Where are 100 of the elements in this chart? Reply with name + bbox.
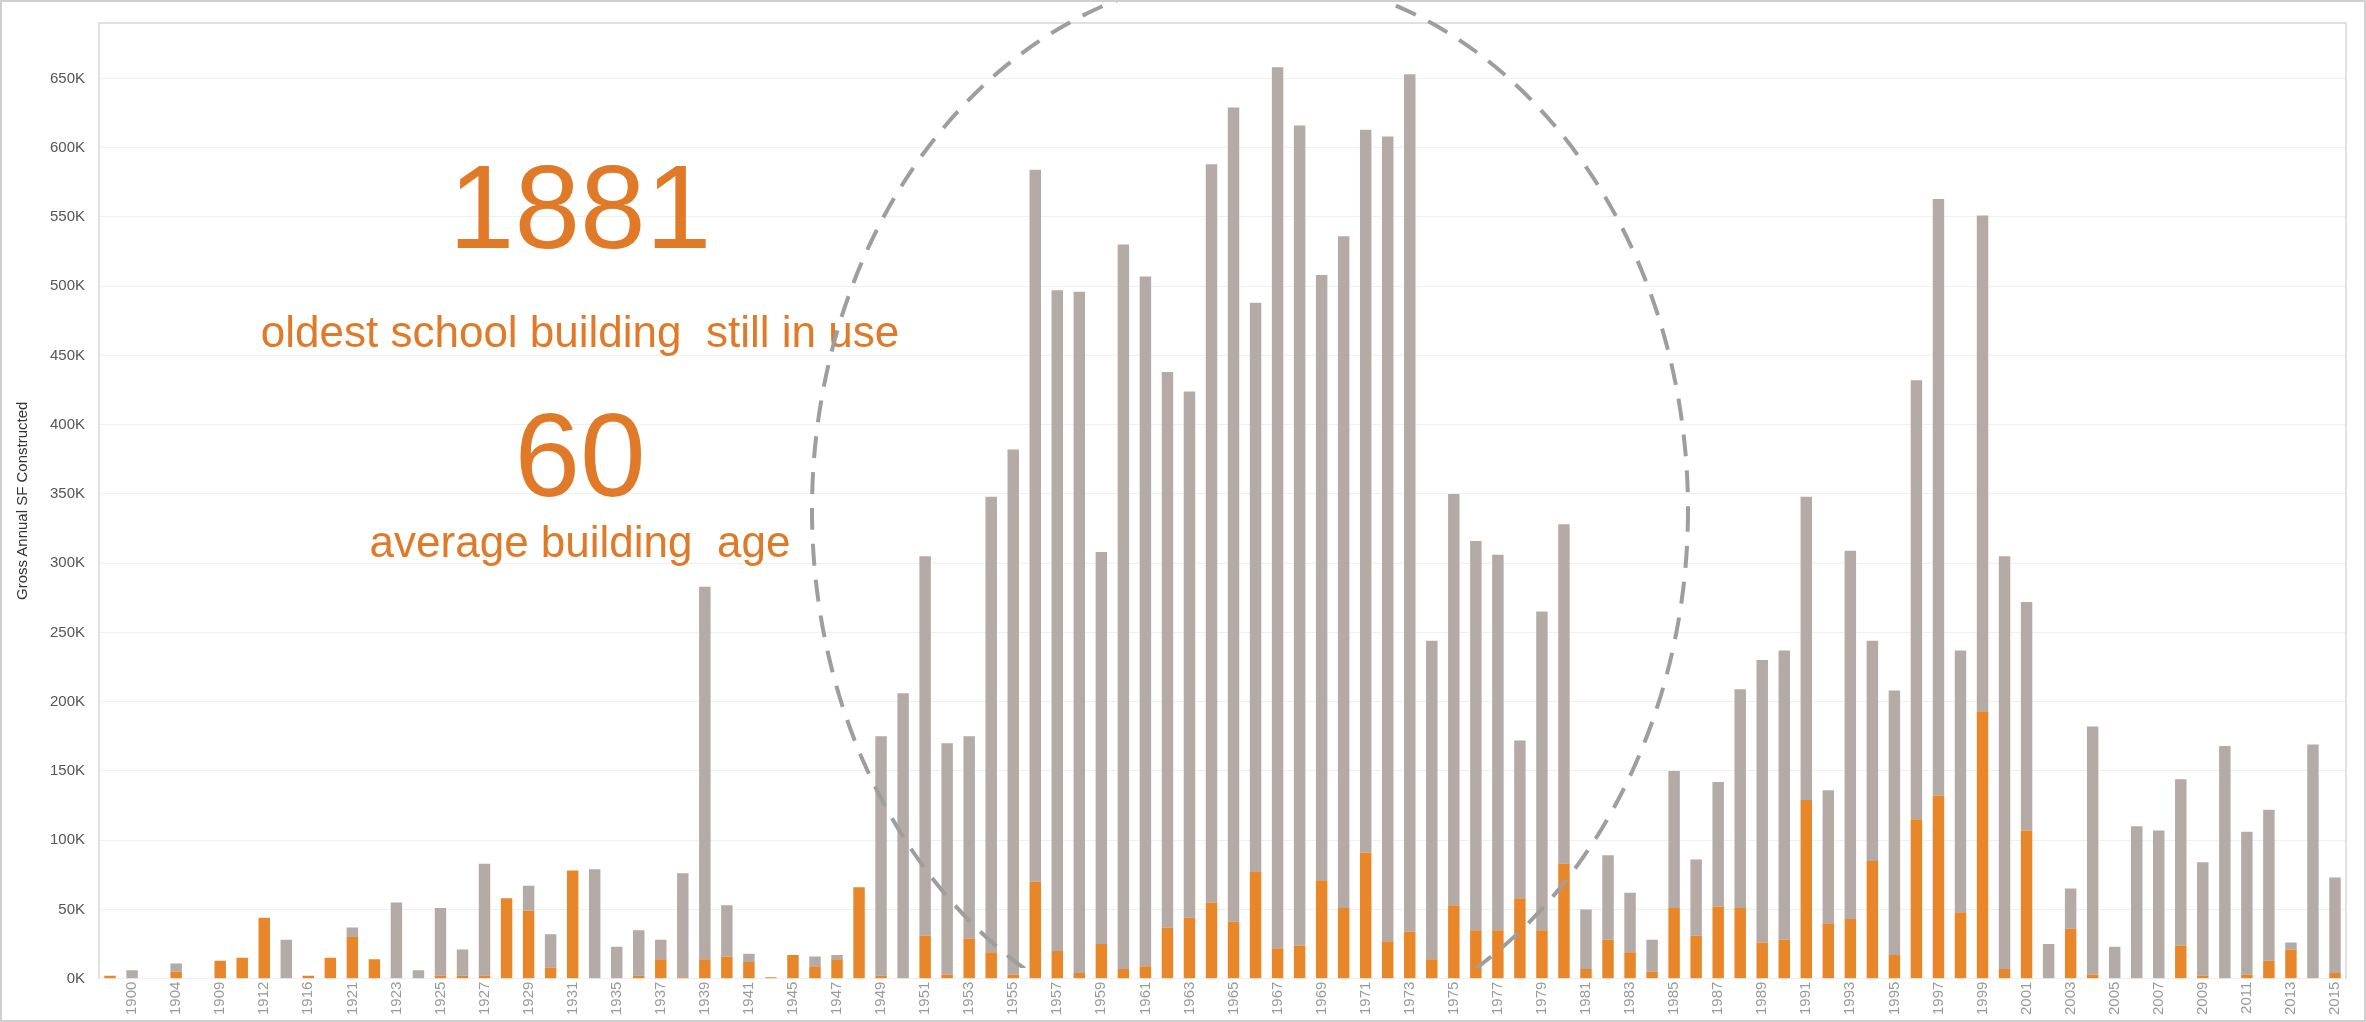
bar xyxy=(1382,941,1394,979)
bar xyxy=(258,917,270,979)
bar xyxy=(1624,892,1636,953)
bar xyxy=(610,946,623,979)
bar xyxy=(2020,601,2033,831)
bar xyxy=(1205,902,1218,979)
x-tick-label: 1955 xyxy=(1003,981,1021,1016)
bar xyxy=(1756,942,1768,979)
x-tick-label: 1945 xyxy=(783,981,801,1016)
bar xyxy=(1734,908,1746,979)
y-tick-label: 50K xyxy=(58,899,86,917)
bar xyxy=(2153,830,2165,979)
x-tick-label: 1989 xyxy=(1752,981,1770,1016)
annotation: oldest school building still in use xyxy=(260,306,900,356)
bar xyxy=(1117,244,1130,969)
bar xyxy=(324,957,337,979)
x-tick-label: 1904 xyxy=(166,981,184,1016)
bar xyxy=(104,975,116,979)
bar xyxy=(2241,974,2253,979)
bar xyxy=(2307,744,2319,979)
bar xyxy=(544,967,557,979)
bar xyxy=(875,975,887,979)
bar xyxy=(1139,276,1152,967)
bar xyxy=(1998,556,2011,969)
bar xyxy=(2086,974,2099,979)
bar xyxy=(346,927,359,938)
bar xyxy=(1293,945,1306,979)
bar xyxy=(919,556,931,936)
x-tick-label: 1973 xyxy=(1399,981,1417,1016)
bar xyxy=(1712,781,1724,907)
bar xyxy=(236,957,248,979)
bar xyxy=(588,869,601,979)
bar xyxy=(1844,919,1857,979)
y-tick-label: 350K xyxy=(49,484,86,502)
bar xyxy=(1470,930,1482,979)
x-tick-label: 1953 xyxy=(959,981,977,1016)
bar xyxy=(1888,690,1901,956)
x-tick-label: 1983 xyxy=(1620,981,1638,1016)
bar xyxy=(985,952,997,979)
bar xyxy=(1205,164,1218,903)
bar xyxy=(1910,819,1923,979)
x-tick-label: 2005 xyxy=(2104,981,2122,1016)
x-tick-label: 1916 xyxy=(298,981,316,1016)
bar xyxy=(1161,927,1174,979)
bar xyxy=(2175,779,2187,946)
bar xyxy=(2285,942,2297,950)
bar xyxy=(2219,745,2231,979)
bar xyxy=(170,963,182,972)
bar xyxy=(655,939,667,960)
bar xyxy=(1073,291,1086,974)
y-axis-title: Gross Annual SF Constructed xyxy=(13,401,31,601)
bar xyxy=(1183,917,1196,979)
bar xyxy=(1976,215,1989,712)
bar xyxy=(1029,169,1041,882)
x-tick-label: 2001 xyxy=(2016,981,2034,1016)
bar xyxy=(1558,524,1570,864)
x-tick-label: 1987 xyxy=(1708,981,1726,1016)
bar xyxy=(412,970,425,979)
bar xyxy=(897,693,909,979)
y-tick-label: 300K xyxy=(49,553,86,571)
bar xyxy=(1580,968,1592,979)
bar xyxy=(368,959,381,979)
bar xyxy=(1646,971,1658,979)
bar xyxy=(1778,650,1790,940)
bar xyxy=(1690,859,1702,936)
bar xyxy=(1337,908,1350,979)
bar xyxy=(1227,921,1240,979)
bar xyxy=(919,935,931,979)
x-tick-label: 1937 xyxy=(650,981,668,1016)
bar xyxy=(2064,888,2077,929)
bar xyxy=(1954,912,1967,979)
bar xyxy=(787,955,799,979)
x-tick-label: 1999 xyxy=(1972,981,1990,1016)
bar xyxy=(1359,129,1372,853)
bar xyxy=(1580,909,1592,969)
x-tick-label: 1993 xyxy=(1840,981,1858,1016)
bar xyxy=(2108,946,2121,979)
x-tick-label: 1965 xyxy=(1223,981,1241,1016)
y-tick-label: 150K xyxy=(49,761,86,779)
bar xyxy=(1183,391,1196,918)
bar xyxy=(1271,948,1284,979)
bar xyxy=(1073,973,1086,979)
bar xyxy=(2241,831,2253,975)
bar xyxy=(633,930,645,976)
bar xyxy=(1976,711,1989,979)
annotation: 1881 xyxy=(448,140,712,273)
bar xyxy=(2064,928,2077,979)
bar xyxy=(126,970,138,979)
x-tick-label: 2009 xyxy=(2192,981,2210,1016)
x-tick-label: 2007 xyxy=(2148,981,2166,1016)
bar xyxy=(346,937,359,979)
y-tick-label: 600K xyxy=(49,137,86,155)
x-tick-label: 1985 xyxy=(1664,981,1682,1016)
bar xyxy=(1249,871,1262,979)
y-tick-label: 650K xyxy=(49,68,86,86)
bar xyxy=(1998,968,2011,979)
bar xyxy=(1426,640,1438,960)
bar xyxy=(2197,862,2209,976)
x-tick-label: 2015 xyxy=(2325,981,2343,1016)
bar xyxy=(655,959,667,979)
